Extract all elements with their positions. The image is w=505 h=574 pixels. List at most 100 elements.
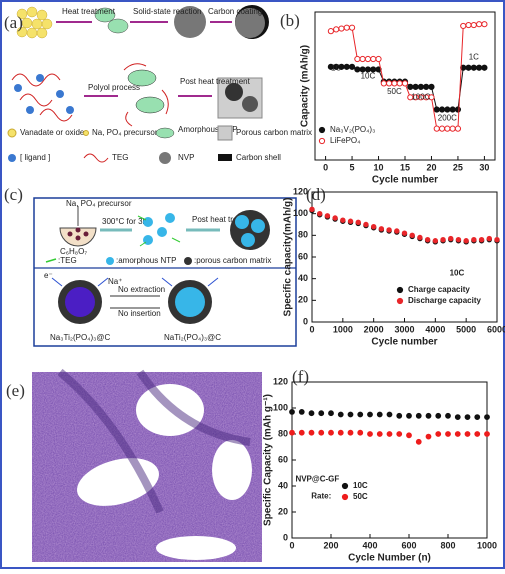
data-point (289, 409, 295, 415)
data-point (412, 83, 419, 90)
data-point (484, 414, 490, 421)
data-point (455, 236, 462, 243)
annotation: 100C (411, 92, 430, 101)
x-tick-label: 1000 (333, 324, 353, 334)
data-point (433, 106, 440, 113)
legend-label: 10C (353, 481, 368, 490)
x-axis-label: Cycle number (371, 337, 437, 348)
legend-label: Amorphous NVP (178, 125, 238, 134)
legend-label: TEG (112, 153, 128, 162)
data-point (337, 411, 344, 418)
x-tick-label: 800 (440, 540, 455, 550)
data-point (340, 217, 346, 223)
x-tick-label: 0 (323, 162, 328, 172)
legend-label: Carbon shell (236, 153, 281, 162)
x-tick-label: 200 (323, 540, 338, 550)
data-point (298, 429, 305, 436)
legend-label: LiFePO₄ (330, 136, 360, 145)
data-point (424, 236, 431, 243)
data-point (425, 412, 432, 419)
precursor-label: Na, PO₄ precursor (66, 199, 132, 208)
legend-label: :amorphous NTP (116, 256, 176, 265)
data-point (347, 218, 354, 224)
y-tick-label: 80 (278, 428, 288, 438)
data-point (415, 412, 422, 419)
data-point (474, 414, 481, 421)
data-point (406, 432, 412, 439)
compound-label: Na₃Ti₂(PO₄)₃@C (50, 333, 110, 342)
x-tick-label: 20 (426, 162, 436, 172)
x-tick-label: 4000 (425, 324, 445, 334)
legend-label: Discharge capacity (408, 296, 481, 305)
data-point (354, 55, 361, 63)
data-point (448, 235, 454, 242)
data-point (324, 213, 331, 219)
data-point (435, 412, 442, 419)
data-point (406, 412, 412, 419)
y-tick-label: 60 (298, 251, 308, 261)
y-tick-label: 120 (273, 376, 288, 386)
data-point (464, 431, 471, 437)
annotation: 10C (450, 268, 465, 277)
y-axis-label: Capacity (mAh/g) (300, 45, 311, 127)
x-tick-label: 25 (453, 162, 463, 172)
y-tick-label: 20 (278, 506, 288, 516)
data-point (464, 414, 471, 421)
data-point (308, 429, 315, 436)
data-point (463, 238, 469, 244)
legend-label: :TEG (58, 256, 77, 265)
annotation: 1C (331, 64, 341, 73)
data-point (423, 83, 430, 90)
data-point (318, 429, 325, 436)
data-point (378, 226, 385, 232)
data-point (333, 26, 340, 33)
data-point (357, 429, 364, 436)
y-axis-label: Specific Capacity (mAh g⁻¹) (263, 394, 274, 526)
formula: [ ligand ] (20, 153, 50, 162)
step-label: Polyol process (88, 83, 140, 92)
data-point (460, 22, 467, 30)
data-point (370, 55, 377, 63)
x-tick-label: 30 (479, 162, 489, 172)
data-point (494, 236, 500, 243)
y-tick-label: 40 (278, 480, 288, 490)
data-point (401, 80, 409, 87)
data-point (407, 83, 414, 90)
x-axis-label: Cycle number (372, 175, 438, 186)
legend-marker (396, 297, 404, 305)
data-point (354, 66, 361, 73)
data-point (401, 230, 408, 236)
x-tick-label: 15 (400, 162, 410, 172)
x-tick-label: 5 (350, 162, 355, 172)
x-tick-label: 2000 (364, 324, 384, 334)
data-point (435, 431, 442, 437)
data-point (343, 63, 350, 70)
annotation: NVP@C-GF (295, 475, 339, 484)
y-tick-label: 60 (278, 454, 288, 464)
data-point (298, 409, 305, 415)
data-point (348, 24, 356, 31)
data-point (347, 429, 354, 436)
data-point (417, 234, 423, 241)
step-label: Carbon coating (208, 7, 262, 16)
data-point (332, 215, 338, 221)
panel-a: Heat treatment Solid-state reaction Carb… (4, 5, 312, 164)
data-point (363, 221, 369, 228)
data-point (409, 232, 415, 239)
panel-label: (e) (6, 381, 25, 400)
data-point (465, 64, 472, 71)
x-tick-label: 6000 (487, 324, 505, 334)
panel-label: (c) (4, 185, 23, 204)
data-point (470, 64, 477, 71)
data-point (367, 431, 373, 437)
condition-label: 300°C for 3h (102, 217, 147, 226)
data-point (386, 411, 393, 418)
data-point (375, 55, 382, 63)
data-point (317, 210, 323, 217)
data-point (481, 21, 488, 28)
x-tick-label: 0 (289, 540, 294, 550)
data-point (355, 219, 361, 226)
data-point (327, 28, 334, 35)
panel-e: (e) (6, 368, 262, 562)
